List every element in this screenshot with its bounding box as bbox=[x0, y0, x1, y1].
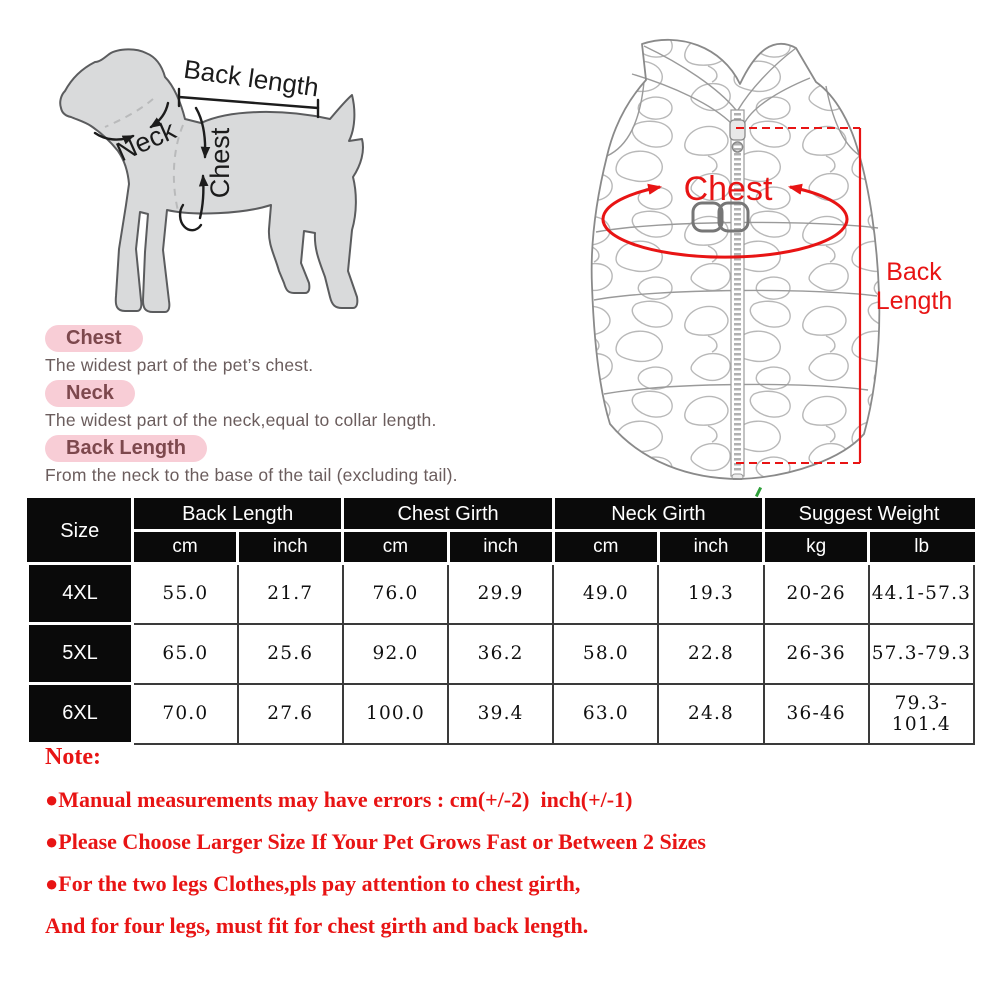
value-cell: 39.4 bbox=[447, 682, 555, 745]
vest-measurement-diagram: Chest Back Length bbox=[590, 38, 952, 480]
value-cell: 22.8 bbox=[657, 622, 765, 685]
vest-zipper bbox=[729, 109, 746, 480]
dog-dashed-guides bbox=[104, 98, 184, 212]
neck-pill: Neck bbox=[45, 380, 135, 407]
header-neck-girth: Neck Girth bbox=[551, 498, 766, 532]
header-back-length: Back Length bbox=[130, 498, 345, 532]
unit-header: kg bbox=[762, 529, 871, 565]
chest-arrow-down bbox=[194, 106, 211, 159]
definition-back-length: Back Length From the neck to the base of… bbox=[45, 435, 565, 486]
value-cell: 24.8 bbox=[657, 682, 765, 745]
header-suggest-weight: Suggest Weight bbox=[762, 498, 976, 532]
value-cell: 100.0 bbox=[341, 682, 450, 745]
value-cell: 65.0 bbox=[131, 622, 239, 685]
size-cell: 5XL bbox=[26, 622, 134, 685]
chest-girth-ellipse bbox=[601, 183, 849, 259]
value-cell: 29.9 bbox=[447, 562, 555, 625]
vest-body bbox=[590, 38, 881, 480]
vest-red-annotations bbox=[601, 127, 862, 464]
value-cell: 36-46 bbox=[762, 682, 870, 745]
value-cell: 19.3 bbox=[657, 562, 765, 625]
value-cell: 27.6 bbox=[236, 682, 344, 745]
size-cell: 4XL bbox=[26, 562, 134, 625]
unit-header: cm bbox=[551, 529, 660, 565]
green-artifact-mark bbox=[754, 486, 763, 498]
vest-back-length-label-line1: Back bbox=[886, 258, 942, 286]
dog-measure-arrows bbox=[93, 87, 320, 232]
value-cell: 76.0 bbox=[341, 562, 450, 625]
chest-belly-loop bbox=[178, 203, 203, 232]
unit-header: inch bbox=[656, 529, 766, 565]
value-cell: 79.3-101.4 bbox=[867, 682, 976, 745]
neck-arrow-upper bbox=[149, 101, 170, 129]
table-row-6xl: 6XL 70.0 27.6 100.0 39.4 63.0 24.8 36-46… bbox=[26, 682, 976, 745]
back-length-line bbox=[177, 95, 320, 110]
value-cell: 21.7 bbox=[236, 562, 344, 625]
unit-header: inch bbox=[236, 529, 345, 565]
neck-arrow-lower bbox=[93, 131, 135, 145]
value-cell: 92.0 bbox=[341, 622, 450, 685]
back-length-description: From the neck to the base of the tail (e… bbox=[45, 465, 458, 485]
table-row-4xl: 4XL 55.0 21.7 76.0 29.9 49.0 19.3 20-26 … bbox=[26, 562, 976, 625]
neck-description: The widest part of the neck,equal to col… bbox=[45, 410, 437, 430]
notes-title: Note: bbox=[45, 744, 101, 770]
value-cell: 58.0 bbox=[552, 622, 660, 685]
unit-header: inch bbox=[446, 529, 555, 565]
note-item: And for four legs, must fit for chest gi… bbox=[45, 913, 589, 938]
notes-section: Note: ●Manual measurements may have erro… bbox=[45, 744, 965, 955]
definition-neck: Neck The widest part of the neck,equal t… bbox=[45, 380, 565, 431]
size-cell: 6XL bbox=[26, 682, 134, 745]
value-cell: 25.6 bbox=[236, 622, 344, 685]
table-row-5xl: 5XL 65.0 25.6 92.0 36.2 58.0 22.8 26-36 … bbox=[26, 622, 976, 685]
value-cell: 26-36 bbox=[762, 622, 870, 685]
vest-chest-label: Chest bbox=[684, 170, 773, 208]
vest-d-rings bbox=[691, 201, 750, 233]
back-length-pill: Back Length bbox=[45, 435, 208, 462]
value-cell: 20-26 bbox=[762, 562, 870, 625]
note-item: ●Manual measurements may have errors : c… bbox=[45, 787, 633, 812]
value-cell: 44.1-57.3 bbox=[867, 562, 976, 625]
size-table: Size Back Length Chest Girth Neck Girth … bbox=[26, 498, 976, 745]
note-item: ●For the two legs Clothes,pls pay attent… bbox=[45, 871, 581, 896]
chest-description: The widest part of the pet’s chest. bbox=[45, 355, 314, 375]
value-cell: 70.0 bbox=[131, 682, 239, 745]
unit-header: lb bbox=[867, 529, 976, 565]
value-cell: 57.3-79.3 bbox=[867, 622, 976, 685]
unit-header: cm bbox=[130, 529, 240, 565]
dog-back-length-label: Back length bbox=[182, 54, 321, 103]
dog-chest-label: Chest bbox=[205, 127, 235, 198]
definition-chest: Chest The widest part of the pet’s chest… bbox=[45, 325, 565, 376]
note-item: ●Please Choose Larger Size If Your Pet G… bbox=[45, 829, 706, 854]
vest-back-length-label-line2: Length bbox=[876, 287, 952, 315]
value-cell: 36.2 bbox=[447, 622, 555, 685]
header-chest-girth: Chest Girth bbox=[341, 498, 555, 532]
value-cell: 63.0 bbox=[552, 682, 660, 745]
header-size: Size bbox=[26, 498, 134, 565]
value-cell: 55.0 bbox=[131, 562, 239, 625]
dog-measurement-diagram: Back length Neck Chest bbox=[59, 48, 364, 313]
chest-arrow-up bbox=[198, 174, 209, 220]
value-cell: 49.0 bbox=[552, 562, 660, 625]
dog-silhouette bbox=[59, 48, 364, 313]
unit-header: cm bbox=[341, 529, 450, 565]
chest-pill: Chest bbox=[45, 325, 143, 352]
